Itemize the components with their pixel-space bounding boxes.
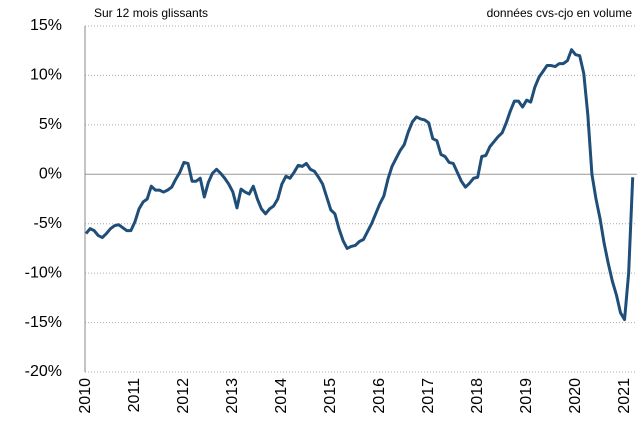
x-tick-label: 2011 bbox=[126, 378, 143, 413]
y-tick-label: 5% bbox=[39, 116, 62, 133]
y-tick-label: 15% bbox=[30, 17, 62, 34]
x-tick-label: 2017 bbox=[420, 378, 437, 414]
x-tick-label: 2013 bbox=[224, 378, 241, 414]
x-tick-label: 2018 bbox=[469, 378, 486, 414]
y-tick-label: 10% bbox=[30, 67, 62, 84]
x-tick-label: 2020 bbox=[567, 378, 584, 414]
y-tick-label: 0% bbox=[39, 166, 62, 183]
x-tick-label: 2019 bbox=[518, 378, 535, 414]
x-tick-label: 2012 bbox=[175, 378, 192, 414]
y-tick-label: -20% bbox=[25, 363, 62, 380]
x-tick-label: 2014 bbox=[273, 378, 290, 414]
x-tick-label: 2010 bbox=[77, 378, 94, 414]
x-tick-label: 2015 bbox=[322, 378, 339, 414]
y-tick-label: -15% bbox=[25, 314, 62, 331]
y-tick-label: -10% bbox=[25, 264, 62, 281]
y-tick-label: -5% bbox=[34, 215, 62, 232]
annotation: données cvs-cjo en volume bbox=[487, 6, 633, 20]
x-tick-label: 2016 bbox=[371, 378, 388, 414]
annotation: Sur 12 mois glissants bbox=[94, 6, 208, 20]
x-tick-label: 2021 bbox=[616, 378, 633, 414]
line bbox=[84, 48, 635, 322]
